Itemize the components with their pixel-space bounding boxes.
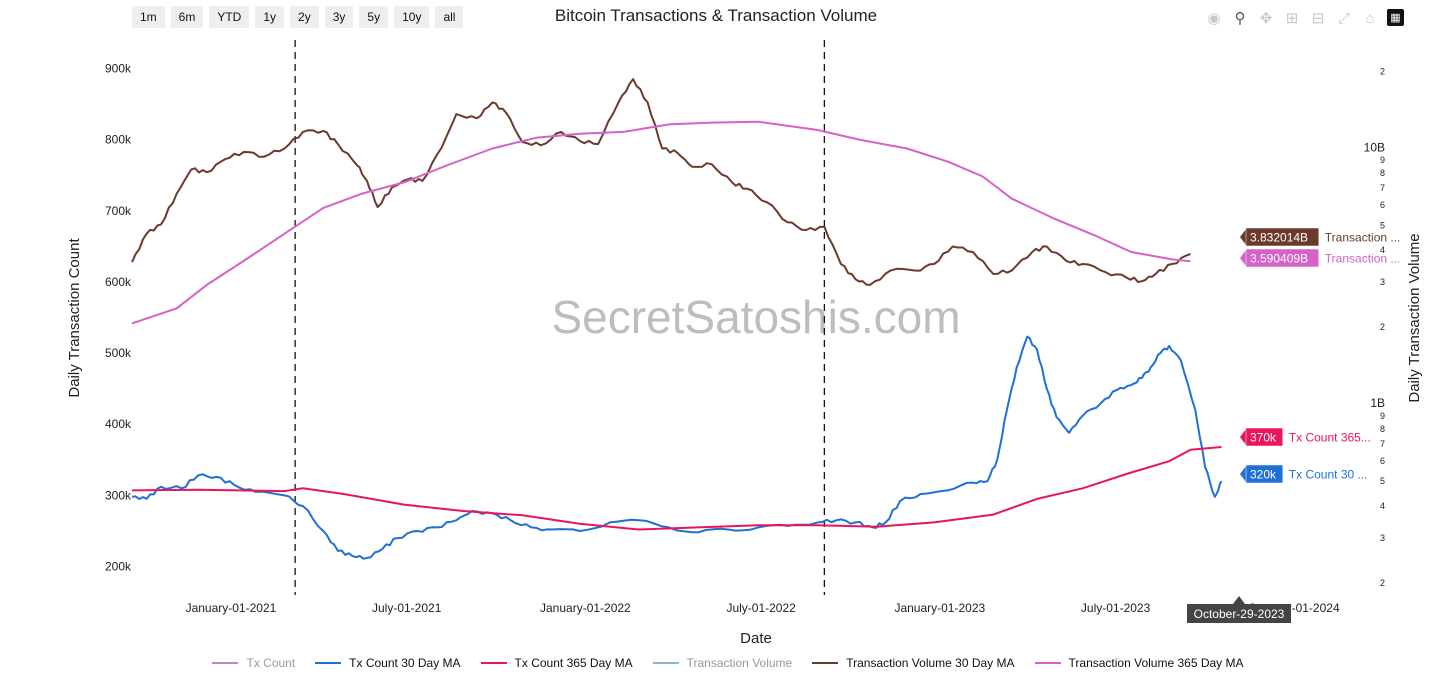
range-button-3y[interactable]: 3y: [324, 6, 354, 28]
y2-tick-label: 6: [1380, 456, 1385, 466]
y2-tick-label: 5: [1380, 220, 1385, 230]
end-label-value: 3.832014B: [1250, 231, 1308, 245]
range-button-ytd[interactable]: YTD: [209, 6, 250, 28]
legend-swatch: [315, 662, 342, 664]
y2-tick-label: 5: [1380, 476, 1385, 486]
y-tick-label: 200k: [105, 560, 132, 574]
y2-tick-label: 3: [1380, 277, 1385, 287]
y2-tick-label: 1B: [1370, 396, 1385, 410]
range-button-2y[interactable]: 2y: [290, 6, 319, 28]
y2-tick-label: 9: [1380, 411, 1385, 421]
y-tick-label: 600k: [105, 275, 132, 289]
legend-item-tx-count-365-day-ma[interactable]: Tx Count 365 Day MA: [480, 656, 633, 670]
end-label-name: Tx Count 365...: [1289, 431, 1371, 445]
y2-tick-label: 2: [1380, 66, 1385, 76]
legend-label: Transaction Volume 30 Day MA: [846, 656, 1015, 670]
y-tick-label: 500k: [105, 346, 132, 360]
legend-item-transaction-volume-365-day-ma[interactable]: Transaction Volume 365 Day MA: [1034, 656, 1244, 670]
end-label-pointer: [1240, 229, 1246, 245]
end-label-name: Tx Count 30 ...: [1289, 468, 1368, 482]
zoom-out-icon[interactable]: ⊟: [1311, 10, 1325, 27]
legend-swatch: [1034, 662, 1061, 664]
end-label-pointer: [1240, 466, 1246, 482]
y2-tick-label: 6: [1380, 200, 1385, 210]
range-button-1m[interactable]: 1m: [132, 6, 165, 28]
y2-tick-label: 2: [1380, 322, 1385, 332]
legend-item-tx-count-30-day-ma[interactable]: Tx Count 30 Day MA: [315, 656, 461, 670]
y-tick-label: 800k: [105, 133, 132, 147]
y2-axis-title: Daily Transaction Volume: [1406, 233, 1423, 402]
end-label-name: Transaction ...: [1325, 231, 1401, 245]
end-label-pointer: [1240, 250, 1246, 266]
legend-item-transaction-volume-30-day-ma[interactable]: Transaction Volume 30 Day MA: [812, 656, 1015, 670]
end-label-box: [1245, 227, 1320, 247]
legend-label: Transaction Volume: [686, 656, 793, 670]
legend-label: Tx Count: [246, 656, 296, 670]
legend-item-tx-count[interactable]: Tx Count: [212, 656, 295, 670]
end-label-value: 3.590409B: [1250, 252, 1308, 266]
end-label-box: [1245, 427, 1284, 447]
y2-tick-label: 2: [1380, 578, 1385, 588]
range-button-10y[interactable]: 10y: [394, 6, 430, 28]
range-button-1y[interactable]: 1y: [255, 6, 285, 28]
end-label-value: 370k: [1250, 431, 1277, 445]
end-label-pointer: [1240, 429, 1246, 445]
y2-tick-label: 7: [1380, 183, 1385, 193]
hover-date-pointer: [1233, 596, 1245, 604]
modebar: ◉ ⚲ ✥ ⊞ ⊟ ⤢ ⌂ ▦: [1205, 9, 1404, 27]
legend-swatch: [652, 662, 679, 664]
pan-icon[interactable]: ✥: [1259, 10, 1273, 27]
x-tick-label: January-01-2023: [894, 601, 985, 615]
x-tick-label: January-01-2022: [540, 601, 631, 615]
range-button-all[interactable]: all: [435, 6, 464, 28]
y2-tick-label: 8: [1380, 424, 1385, 434]
x-tick-label: July-01-2021: [372, 601, 442, 615]
end-label-box: [1245, 248, 1320, 268]
end-label-value: 320k: [1250, 468, 1277, 482]
y2-tick-label: 9: [1380, 155, 1385, 165]
end-label-name: Transaction ...: [1325, 252, 1401, 266]
legend-label: Tx Count 30 Day MA: [349, 656, 461, 670]
y2-tick-label: 8: [1380, 168, 1385, 178]
hover-date-label: October-29-2023: [1194, 607, 1285, 621]
y2-tick-label: 4: [1380, 245, 1385, 255]
x-tick-label: July-01-2022: [726, 601, 796, 615]
y2-tick-label: 10B: [1364, 140, 1385, 154]
y-tick-label: 700k: [105, 204, 132, 218]
end-label-box: [1245, 464, 1284, 484]
legend: Tx Count Tx Count 30 Day MA Tx Count 365 D…: [0, 656, 1456, 670]
y2-tick-label: 3: [1380, 533, 1385, 543]
legend-swatch: [812, 662, 839, 664]
legend-label: Transaction Volume 365 Day MA: [1068, 656, 1244, 670]
y2-tick-label: 7: [1380, 439, 1385, 449]
y-tick-label: 900k: [105, 61, 132, 75]
range-button-6m[interactable]: 6m: [170, 6, 204, 28]
y2-tick-label: 4: [1380, 501, 1385, 511]
camera-icon[interactable]: ◉: [1207, 10, 1221, 27]
legend-item-transaction-volume[interactable]: Transaction Volume: [652, 656, 793, 670]
y-axis-title: Daily Transaction Count: [66, 238, 83, 398]
series-line-transaction-volume-365-day-ma: [131, 120, 1191, 325]
legend-swatch: [212, 662, 239, 664]
autoscale-icon[interactable]: ⤢: [1337, 9, 1350, 27]
x-tick-label: January-01-2021: [186, 601, 277, 615]
legend-swatch: [480, 662, 507, 664]
zoom-in-icon[interactable]: ⊞: [1285, 10, 1299, 27]
x-tick-label: July-01-2023: [1081, 601, 1151, 615]
x-axis-title: Date: [740, 630, 772, 647]
series-line-transaction-volume-30-day-ma: [131, 78, 1191, 286]
watermark: SecretSatoshis.com: [551, 291, 960, 343]
range-button-5y[interactable]: 5y: [359, 6, 389, 28]
zoom-icon[interactable]: ⚲: [1234, 10, 1246, 27]
reset-axes-icon[interactable]: ⌂: [1365, 9, 1375, 27]
chart-title: Bitcoin Transactions & Transaction Volum…: [555, 6, 877, 25]
range-selector: 1m 6m YTD 1y 2y 3y 5y 10y all: [132, 6, 464, 28]
series-line-tx-count-365-day-ma: [131, 446, 1222, 531]
plotly-logo-icon[interactable]: ▦: [1387, 9, 1404, 26]
legend-label: Tx Count 365 Day MA: [514, 656, 633, 670]
y-tick-label: 400k: [105, 417, 132, 431]
hover-date-box: [1187, 604, 1291, 623]
y-tick-label: 300k: [105, 488, 132, 502]
